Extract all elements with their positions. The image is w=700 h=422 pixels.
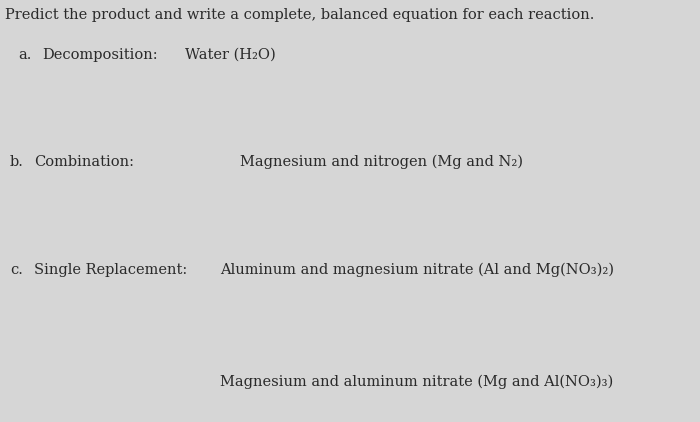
- Text: Predict the product and write a complete, balanced equation for each reaction.: Predict the product and write a complete…: [5, 8, 594, 22]
- Text: Combination:: Combination:: [34, 155, 134, 169]
- Text: Magnesium and aluminum nitrate (Mg and Al(NO₃)₃): Magnesium and aluminum nitrate (Mg and A…: [220, 375, 613, 390]
- Text: Aluminum and magnesium nitrate (Al and Mg(NO₃)₂): Aluminum and magnesium nitrate (Al and M…: [220, 263, 614, 277]
- Text: Decomposition:: Decomposition:: [42, 48, 158, 62]
- Text: b.: b.: [10, 155, 24, 169]
- Text: Magnesium and nitrogen (Mg and N₂): Magnesium and nitrogen (Mg and N₂): [240, 155, 523, 169]
- Text: Water (H₂O): Water (H₂O): [185, 48, 276, 62]
- Text: Single Replacement:: Single Replacement:: [34, 263, 188, 277]
- Text: a.: a.: [18, 48, 32, 62]
- Text: c.: c.: [10, 263, 23, 277]
